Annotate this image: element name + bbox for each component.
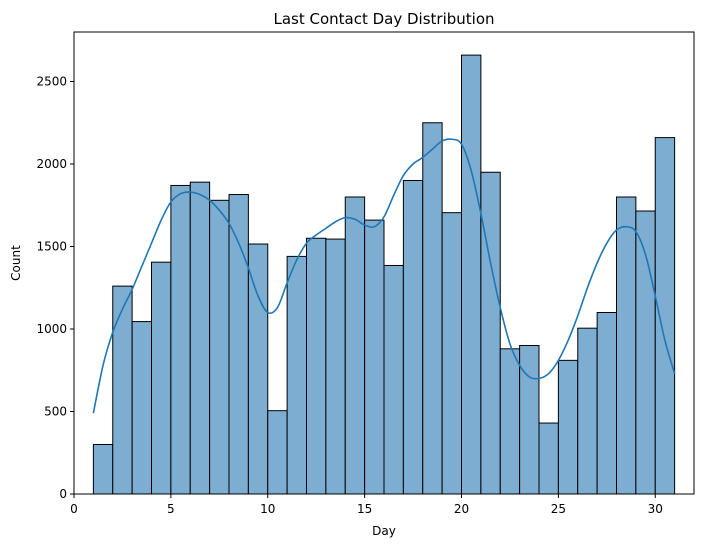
y-tick-label: 2500	[36, 75, 67, 89]
histogram-bar	[131, 321, 152, 495]
histogram-bar	[209, 199, 230, 495]
x-tick-label: 0	[70, 502, 78, 516]
chart-title: Last Contact Day Distribution	[273, 10, 494, 28]
histogram-bar	[538, 422, 559, 495]
histogram-bar	[402, 180, 424, 495]
histogram-bar	[325, 238, 346, 495]
bars-group	[92, 54, 676, 495]
y-tick-label: 1500	[36, 240, 67, 254]
histogram-bar	[92, 444, 114, 495]
histogram-bar	[383, 264, 404, 495]
histogram-bar	[189, 181, 211, 495]
histogram-bar	[441, 212, 462, 495]
x-axis-label: Day	[372, 524, 396, 538]
x-tick-label: 25	[551, 502, 566, 516]
histogram-bar	[461, 54, 482, 495]
histogram-bar	[577, 327, 598, 495]
x-axis-ticks: 0 5 10 15 20 25 30	[70, 494, 663, 516]
y-tick-label: 1000	[36, 322, 67, 336]
histogram-bar	[654, 137, 676, 495]
histogram-bar	[364, 219, 385, 495]
x-tick-label: 20	[454, 502, 469, 516]
histogram-bar	[616, 196, 637, 495]
y-axis-label: Count	[9, 245, 23, 281]
x-tick-label: 15	[357, 502, 372, 516]
histogram-bar	[499, 348, 521, 495]
histogram-bar	[519, 345, 540, 495]
histogram-bar	[306, 237, 327, 495]
histogram-bar	[247, 243, 269, 495]
y-tick-label: 0	[59, 487, 67, 501]
y-axis-ticks: 0 500 1000 1500 2000 2500	[36, 75, 74, 501]
histogram-bar	[344, 196, 366, 495]
histogram-bar	[596, 312, 617, 495]
y-tick-label: 2000	[36, 157, 67, 171]
histogram-bar	[112, 285, 133, 495]
histogram-bar	[557, 359, 579, 495]
histogram-bar	[422, 122, 443, 495]
y-tick-label: 500	[44, 405, 67, 419]
histogram-bar	[228, 194, 249, 495]
histogram-bar	[480, 171, 501, 495]
histogram-bar	[286, 255, 307, 495]
x-tick-label: 10	[260, 502, 275, 516]
histogram-bar	[267, 410, 288, 495]
kde-curve	[92, 138, 676, 414]
x-tick-label: 30	[648, 502, 663, 516]
histogram-bar	[151, 261, 172, 495]
histogram-bar	[170, 184, 191, 495]
x-tick-label: 5	[167, 502, 175, 516]
plot-frame	[73, 31, 695, 495]
